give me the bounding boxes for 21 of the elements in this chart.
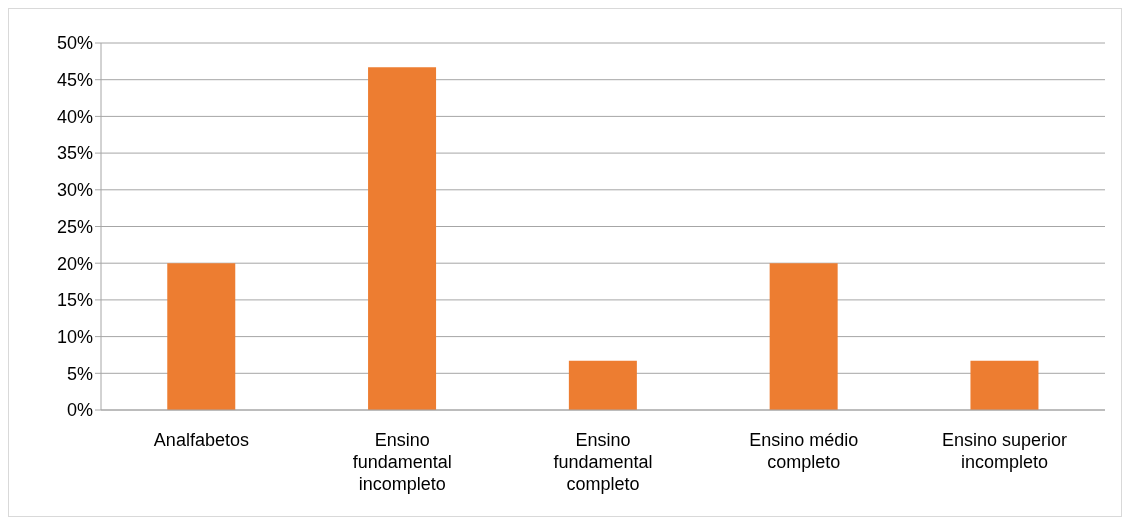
x-tick-label: Ensino médio completo xyxy=(749,430,859,472)
bar xyxy=(368,67,437,410)
y-tick-label: 5% xyxy=(66,363,93,384)
y-tick-label: 45% xyxy=(56,70,93,91)
bar xyxy=(568,360,637,410)
x-tick-label: Ensino fundamental completo xyxy=(553,430,653,494)
y-tick-label: 50% xyxy=(56,33,93,54)
x-tick-label: Ensino fundamental incompleto xyxy=(352,430,452,494)
y-tick-label: 35% xyxy=(56,143,93,164)
y-tick-label: 10% xyxy=(56,326,93,347)
x-tick-label: Ensino superior incompleto xyxy=(942,430,1068,472)
x-tick-label: Analfabetos xyxy=(153,430,249,450)
y-tick-label: 40% xyxy=(56,106,93,127)
y-tick-label: 25% xyxy=(56,216,93,237)
y-tick-label: 30% xyxy=(56,180,93,201)
y-tick-label: 20% xyxy=(56,253,93,274)
y-tick-label: 0% xyxy=(66,400,93,421)
bar xyxy=(970,360,1039,410)
bar xyxy=(167,263,236,410)
y-tick-label: 15% xyxy=(56,290,93,311)
bar xyxy=(769,263,838,410)
